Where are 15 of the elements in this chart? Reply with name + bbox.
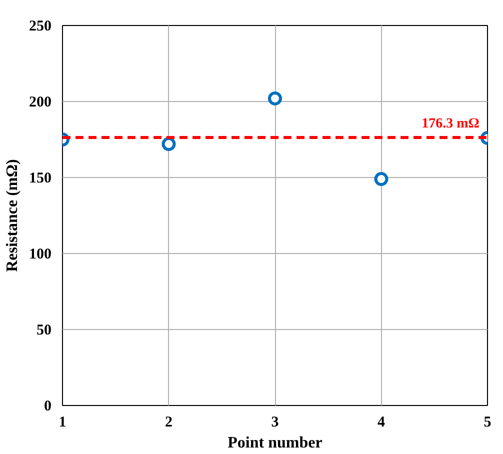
- x-tick-label: 4: [378, 414, 386, 430]
- x-tick-label: 1: [58, 414, 66, 430]
- ref-line-label: 176.3 mΩ: [422, 116, 480, 132]
- y-tick-label: 50: [36, 322, 52, 338]
- y-tick-label: 250: [29, 18, 52, 34]
- y-axis-title: Resistance (mΩ): [4, 159, 21, 272]
- point: [268, 91, 282, 106]
- y-tick-label: 0: [44, 398, 52, 414]
- y-tick-label: 200: [29, 94, 52, 110]
- x-axis-title: Point number: [228, 434, 322, 452]
- y-tick-label: 100: [29, 246, 52, 262]
- x-tick-label: 3: [271, 414, 279, 430]
- x-tick-label: 5: [484, 414, 492, 430]
- y-tick-label: 150: [29, 170, 52, 186]
- x-tick-label: 2: [165, 414, 172, 430]
